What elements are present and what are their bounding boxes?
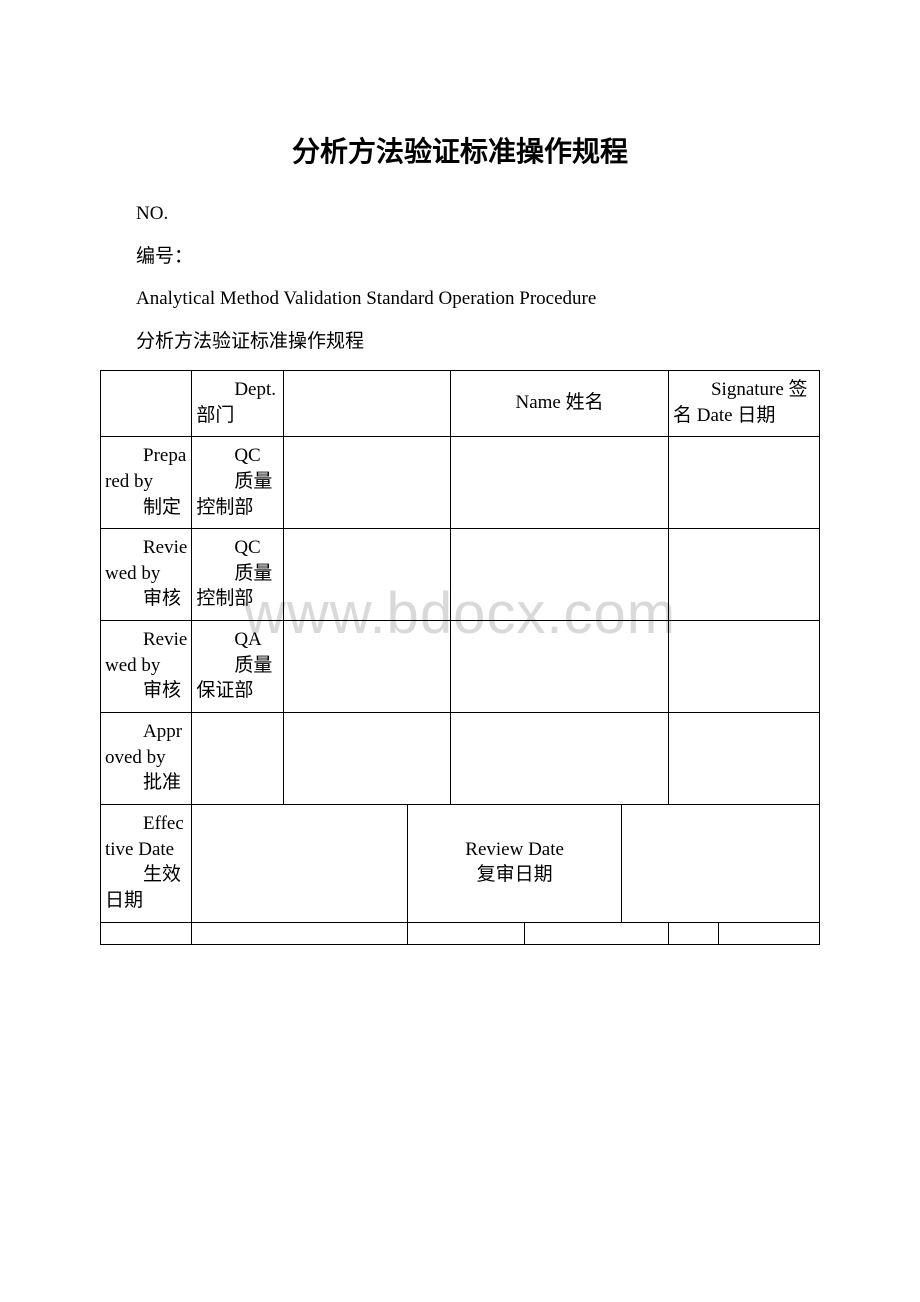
- dept-cell: QC 质量控制部: [192, 437, 283, 529]
- blank-cell: [283, 529, 451, 621]
- sig-cell: [668, 621, 819, 713]
- role-cell: Reviewed by 审核: [101, 529, 192, 621]
- header-cell-blank: [101, 371, 192, 437]
- dept-cell: QA 质量保证部: [192, 621, 283, 713]
- bottom-cell: [408, 922, 525, 944]
- name-cell: [451, 621, 669, 713]
- blank-cell: [283, 621, 451, 713]
- bottom-cell: [101, 922, 192, 944]
- english-subtitle: Analytical Method Validation Standard Op…: [136, 285, 820, 314]
- dept-cell: [192, 713, 283, 805]
- bianhao-label: 编号：: [136, 243, 820, 272]
- dept-cell: QC 质量控制部: [192, 529, 283, 621]
- table-row: Approved by 批准: [101, 713, 820, 805]
- blank-cell: [283, 713, 451, 805]
- chinese-subtitle: 分析方法验证标准操作规程: [136, 328, 820, 357]
- role-cell: Approved by 批准: [101, 713, 192, 805]
- table-row: Reviewed by 审核 QC 质量控制部: [101, 529, 820, 621]
- review-value-cell: [622, 804, 820, 922]
- table-row: Prepared by 制定 QC 质量控制部: [101, 437, 820, 529]
- name-cell: [451, 529, 669, 621]
- role-cell: Reviewed by 审核: [101, 621, 192, 713]
- effective-label-cell: Effective Date 生效日期: [101, 804, 192, 922]
- approval-table: Dept.部门 Name 姓名 Signature 签名 Date 日期 Pre…: [100, 370, 820, 945]
- bottom-row: [101, 922, 820, 944]
- header-cell-blank2: [283, 371, 451, 437]
- header-cell-sig: Signature 签名 Date 日期: [668, 371, 819, 437]
- effective-value-cell: [192, 804, 408, 922]
- bottom-cell: [192, 922, 408, 944]
- bottom-cell: [525, 922, 669, 944]
- role-cell: Prepared by 制定: [101, 437, 192, 529]
- table-row: Reviewed by 审核 QA 质量保证部: [101, 621, 820, 713]
- sig-cell: [668, 529, 819, 621]
- header-cell-name: Name 姓名: [451, 371, 669, 437]
- no-label: NO.: [136, 200, 820, 229]
- blank-cell: [283, 437, 451, 529]
- name-cell: [451, 713, 669, 805]
- sig-cell: [668, 437, 819, 529]
- bottom-cell: [668, 922, 718, 944]
- name-cell: [451, 437, 669, 529]
- sig-cell: [668, 713, 819, 805]
- table-header-row: Dept.部门 Name 姓名 Signature 签名 Date 日期: [101, 371, 820, 437]
- header-cell-dept: Dept.部门: [192, 371, 283, 437]
- review-label-cell: Review Date 复审日期: [408, 804, 622, 922]
- document-title: 分析方法验证标准操作规程: [100, 130, 820, 170]
- effective-row: Effective Date 生效日期 Review Date 复审日期: [101, 804, 820, 922]
- bottom-cell: [719, 922, 820, 944]
- document-page: 分析方法验证标准操作规程 NO. 编号： Analytical Method V…: [0, 0, 920, 945]
